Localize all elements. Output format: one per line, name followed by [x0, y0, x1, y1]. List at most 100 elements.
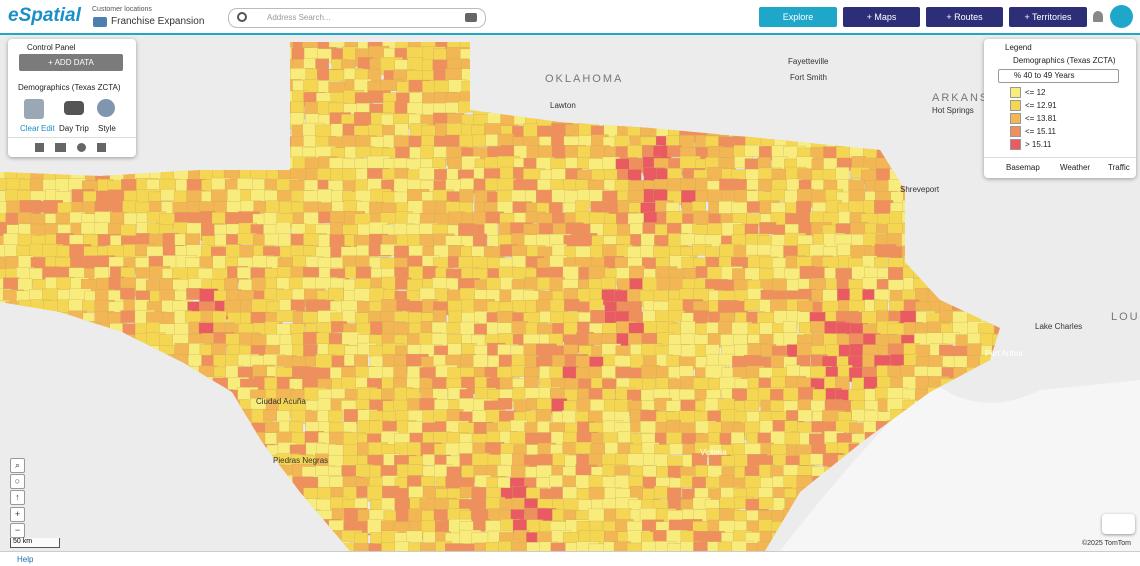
- style-action[interactable]: Style: [98, 124, 116, 133]
- zcta-area[interactable]: [420, 542, 436, 551]
- zcta-area[interactable]: [835, 167, 850, 181]
- style-icon[interactable]: [97, 99, 115, 117]
- daytrip-action[interactable]: Day Trip: [59, 124, 89, 133]
- zcta-area[interactable]: [160, 189, 176, 201]
- zcta-area[interactable]: [653, 486, 669, 500]
- zoom-box-button[interactable]: ⌕: [10, 458, 25, 473]
- export-icon[interactable]: [97, 143, 106, 152]
- zcta-area[interactable]: [563, 532, 579, 545]
- layer-name[interactable]: Demographics (Texas ZCTA): [18, 83, 121, 92]
- save-icon[interactable]: [35, 143, 44, 152]
- zcta-area[interactable]: [511, 497, 527, 511]
- zcta-area[interactable]: [784, 420, 798, 432]
- zcta-area[interactable]: [317, 189, 333, 203]
- zoom-out-button[interactable]: −: [10, 523, 25, 538]
- zcta-area[interactable]: [797, 409, 813, 422]
- zcta-area[interactable]: [497, 398, 513, 410]
- zcta-area[interactable]: [342, 310, 356, 323]
- explore-button[interactable]: Explore: [759, 7, 837, 27]
- zcta-area[interactable]: [796, 343, 813, 357]
- search-box[interactable]: Address Search...: [228, 8, 486, 28]
- zcta-area[interactable]: [447, 343, 462, 357]
- zcta-area[interactable]: [42, 288, 60, 301]
- share-icon[interactable]: [77, 143, 86, 152]
- zcta-area[interactable]: [407, 464, 424, 476]
- zcta-area[interactable]: [705, 246, 720, 259]
- zcta-area[interactable]: [887, 343, 905, 355]
- zcta-area[interactable]: [185, 311, 204, 323]
- compass-button[interactable]: ↑: [10, 490, 25, 505]
- zcta-area[interactable]: [472, 410, 488, 423]
- zcta-area[interactable]: [394, 123, 409, 137]
- clear-action[interactable]: Clear: [20, 124, 40, 133]
- basemap-tab[interactable]: Basemap: [1006, 163, 1040, 172]
- zcta-area[interactable]: [344, 35, 363, 47]
- zcta-area[interactable]: [604, 442, 619, 455]
- zcta-area[interactable]: [328, 444, 344, 457]
- zcta-area[interactable]: [680, 321, 696, 334]
- weather-tab[interactable]: Weather: [1060, 163, 1091, 172]
- maps-button[interactable]: + Maps: [843, 7, 920, 27]
- territories-button[interactable]: + Territories: [1009, 7, 1087, 27]
- zcta-area[interactable]: [302, 311, 319, 324]
- zcta-area[interactable]: [303, 47, 319, 60]
- zcta-area[interactable]: [797, 387, 815, 400]
- zcta-area[interactable]: [615, 366, 631, 379]
- zcta-area[interactable]: [3, 233, 20, 247]
- zcta-area[interactable]: [718, 353, 735, 367]
- zcta-area[interactable]: [240, 299, 254, 313]
- zcta-area[interactable]: [730, 431, 745, 446]
- bell-icon[interactable]: [1093, 11, 1103, 22]
- zcta-area[interactable]: [575, 441, 593, 454]
- zcta-area[interactable]: [224, 277, 238, 291]
- add-data-button[interactable]: + ADD DATA: [19, 54, 123, 71]
- zcta-area[interactable]: [83, 190, 97, 204]
- zcta-area[interactable]: [406, 300, 425, 313]
- zcta-area[interactable]: [642, 378, 657, 390]
- zcta-area[interactable]: [552, 223, 567, 236]
- zcta-area[interactable]: [394, 541, 410, 551]
- zcta-area[interactable]: [511, 365, 527, 377]
- zcta-area[interactable]: [707, 189, 724, 202]
- zcta-area[interactable]: [406, 102, 424, 115]
- routes-button[interactable]: + Routes: [926, 7, 1003, 27]
- open-icon[interactable]: [55, 143, 66, 152]
- zcta-area[interactable]: [459, 189, 474, 203]
- zoom-in-button[interactable]: +: [10, 507, 25, 522]
- zcta-area[interactable]: [665, 211, 683, 225]
- zcta-area[interactable]: [564, 299, 580, 312]
- zcta-area[interactable]: [444, 134, 460, 148]
- zcta-area[interactable]: [251, 334, 269, 347]
- daytrip-icon[interactable]: [64, 101, 84, 115]
- zcta-area[interactable]: [275, 221, 291, 236]
- zcta-area[interactable]: [512, 453, 526, 468]
- avatar[interactable]: [1110, 5, 1133, 28]
- help-link[interactable]: Help: [17, 555, 34, 564]
- zcta-area[interactable]: [550, 388, 566, 400]
- zcta-area[interactable]: [590, 310, 605, 324]
- zcta-area[interactable]: [263, 409, 277, 422]
- zcta-area[interactable]: [290, 101, 305, 113]
- logo[interactable]: eSpatial: [8, 5, 81, 26]
- zcta-area[interactable]: [472, 134, 487, 147]
- route-icon[interactable]: [465, 13, 477, 22]
- map-title[interactable]: Franchise Expansion: [111, 16, 205, 27]
- locate-button[interactable]: ○: [10, 474, 25, 489]
- zcta-area[interactable]: [551, 244, 567, 257]
- zcta-area[interactable]: [796, 200, 812, 214]
- zcta-area[interactable]: [718, 157, 736, 169]
- field-select[interactable]: % 40 to 49 Years: [998, 69, 1119, 83]
- zcta-area[interactable]: [94, 266, 110, 280]
- zcta-area[interactable]: [667, 145, 682, 158]
- pin-icon[interactable]: [237, 12, 247, 22]
- grid-button[interactable]: [1102, 514, 1135, 534]
- zcta-area[interactable]: [759, 222, 777, 235]
- zcta-area[interactable]: [915, 375, 930, 392]
- zcta-area[interactable]: [590, 399, 606, 413]
- zcta-area[interactable]: [341, 331, 361, 346]
- zcta-area[interactable]: [120, 287, 135, 300]
- zcta-area[interactable]: [211, 343, 227, 355]
- layer-icon[interactable]: [24, 99, 44, 119]
- zcta-area[interactable]: [600, 277, 616, 290]
- zcta-area[interactable]: [289, 421, 304, 434]
